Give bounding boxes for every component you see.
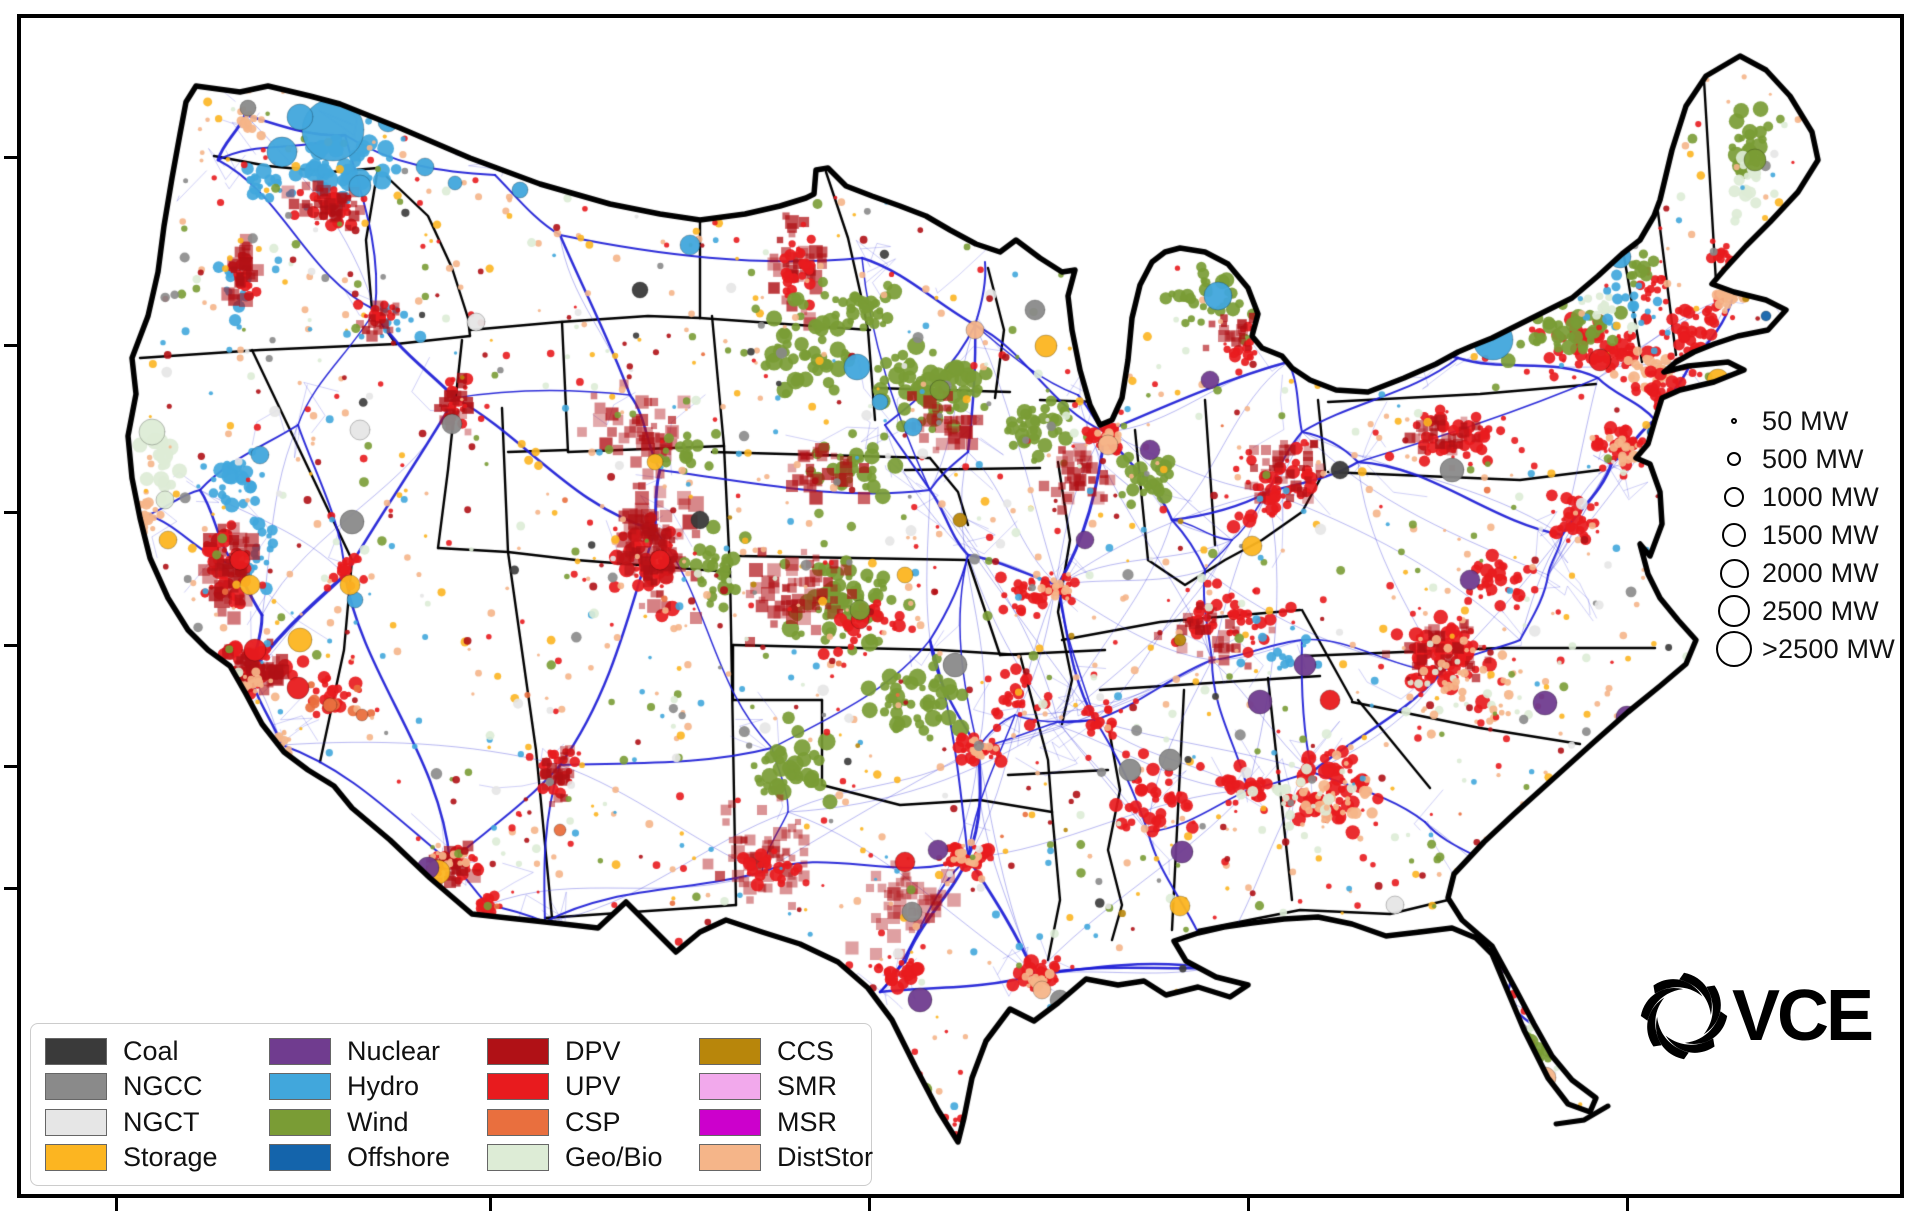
tech-legend-column: DPV UPV CSP Geo/Bio: [487, 1034, 699, 1175]
size-circle-box: [1706, 452, 1762, 466]
left-axis-tick: [4, 764, 18, 768]
legend-item-coal: Coal: [45, 1034, 269, 1068]
bottom-axis-tick: [488, 1197, 492, 1211]
size-legend-row: 50 MW: [1706, 402, 1895, 440]
geobio-swatch-icon: [487, 1144, 549, 1172]
legend-item-ngcc: NGCC: [45, 1070, 269, 1104]
legend-item-wind: Wind: [269, 1105, 487, 1139]
size-legend-label: 1000 MW: [1762, 481, 1879, 512]
hydro-swatch-icon: [269, 1073, 331, 1101]
size-legend-row: 500 MW: [1706, 440, 1895, 478]
size-legend-row: 2000 MW: [1706, 554, 1895, 592]
legend-item-smr: SMR: [699, 1070, 879, 1104]
left-axis-tick: [4, 343, 18, 347]
legend-label: NGCT: [123, 1106, 200, 1137]
left-axis-tick: [4, 510, 18, 514]
legend-item-msr: MSR: [699, 1105, 879, 1139]
legend-label: MSR: [777, 1106, 837, 1137]
storage-swatch-icon: [45, 1144, 107, 1172]
legend-label: Wind: [347, 1106, 409, 1137]
legend-label: Storage: [123, 1142, 218, 1173]
legend-label: CSP: [565, 1106, 621, 1137]
size-circle-icon: [1724, 487, 1744, 507]
size-legend-label: 500 MW: [1762, 443, 1864, 474]
size-legend-row: 1000 MW: [1706, 478, 1895, 516]
smr-swatch-icon: [699, 1073, 761, 1101]
left-axis-tick: [4, 643, 18, 647]
ngct-swatch-icon: [45, 1108, 107, 1136]
left-axis-tick: [4, 886, 18, 890]
ccs-swatch-icon: [699, 1037, 761, 1065]
legend-label: Geo/Bio: [565, 1142, 663, 1173]
size-circle-icon: [1727, 452, 1741, 466]
nuclear-swatch-icon: [269, 1037, 331, 1065]
tech-legend-column: Nuclear Hydro Wind Offshore: [269, 1034, 487, 1175]
offshore-swatch-icon: [269, 1144, 331, 1172]
legend-label: Coal: [123, 1035, 179, 1066]
msr-swatch-icon: [699, 1108, 761, 1136]
vce-logo-text: VCE: [1732, 976, 1874, 1056]
vce-logo: VCE: [1636, 968, 1874, 1064]
legend-item-ngct: NGCT: [45, 1105, 269, 1139]
bottom-axis-tick: [1246, 1197, 1250, 1211]
size-legend-row: >2500 MW: [1706, 630, 1895, 668]
legend-item-csp: CSP: [487, 1105, 699, 1139]
dpv-swatch-icon: [487, 1037, 549, 1065]
size-circle-box: [1706, 523, 1762, 547]
bottom-axis-tick: [114, 1197, 118, 1211]
legend-label: Offshore: [347, 1142, 451, 1173]
size-circle-box: [1706, 631, 1762, 667]
wind-swatch-icon: [269, 1108, 331, 1136]
size-circle-icon: [1719, 558, 1749, 588]
bottom-axis-tick: [1625, 1197, 1629, 1211]
size-circle-icon: [1722, 523, 1746, 547]
vce-swirl-icon: [1640, 972, 1728, 1060]
tech-legend-column: CCS SMR MSR DistStor: [699, 1034, 879, 1175]
size-circle-box: [1706, 558, 1762, 588]
ngcc-swatch-icon: [45, 1073, 107, 1101]
size-legend-label: 2000 MW: [1762, 557, 1879, 588]
legend-item-dpv: DPV: [487, 1034, 699, 1068]
left-axis-tick: [4, 155, 18, 159]
size-legend: 50 MW 500 MW 1000 MW 1500 MW 2000 MW 250…: [1706, 402, 1895, 668]
legend-label: Hydro: [347, 1071, 420, 1102]
size-legend-label: 50 MW: [1762, 405, 1849, 436]
legend-label: UPV: [565, 1071, 621, 1102]
legend-item-geobio: Geo/Bio: [487, 1141, 699, 1175]
size-legend-label: 2500 MW: [1762, 595, 1879, 626]
size-circle-box: [1706, 487, 1762, 507]
size-legend-label: >2500 MW: [1762, 633, 1895, 664]
legend-label: CCS: [777, 1035, 835, 1066]
legend-item-ccs: CCS: [699, 1034, 879, 1068]
size-legend-label: 1500 MW: [1762, 519, 1879, 550]
upv-swatch-icon: [487, 1073, 549, 1101]
size-circle-icon: [1718, 595, 1750, 627]
legend-label: DPV: [565, 1035, 621, 1066]
legend-item-storage: Storage: [45, 1141, 269, 1175]
legend-item-upv: UPV: [487, 1070, 699, 1104]
legend-item-nuclear: Nuclear: [269, 1034, 487, 1068]
legend-label: SMR: [777, 1071, 837, 1102]
size-legend-row: 1500 MW: [1706, 516, 1895, 554]
csp-swatch-icon: [487, 1108, 549, 1136]
size-circle-icon: [1731, 418, 1737, 424]
size-circle-box: [1706, 595, 1762, 627]
legend-label: NGCC: [123, 1071, 203, 1102]
tech-legend: Coal NGCC NGCT Storage Nuclear Hydro Win…: [30, 1023, 873, 1186]
legend-item-diststor: DistStor: [699, 1141, 879, 1175]
size-circle-box: [1706, 418, 1762, 424]
coal-swatch-icon: [45, 1037, 107, 1065]
diststor-swatch-icon: [699, 1144, 761, 1172]
bottom-axis-tick: [867, 1197, 871, 1211]
legend-item-hydro: Hydro: [269, 1070, 487, 1104]
size-circle-icon: [1716, 631, 1752, 667]
tech-legend-column: Coal NGCC NGCT Storage: [45, 1034, 269, 1175]
size-legend-row: 2500 MW: [1706, 592, 1895, 630]
legend-item-offshore: Offshore: [269, 1141, 487, 1175]
legend-label: Nuclear: [347, 1035, 441, 1066]
legend-label: DistStor: [777, 1142, 874, 1173]
